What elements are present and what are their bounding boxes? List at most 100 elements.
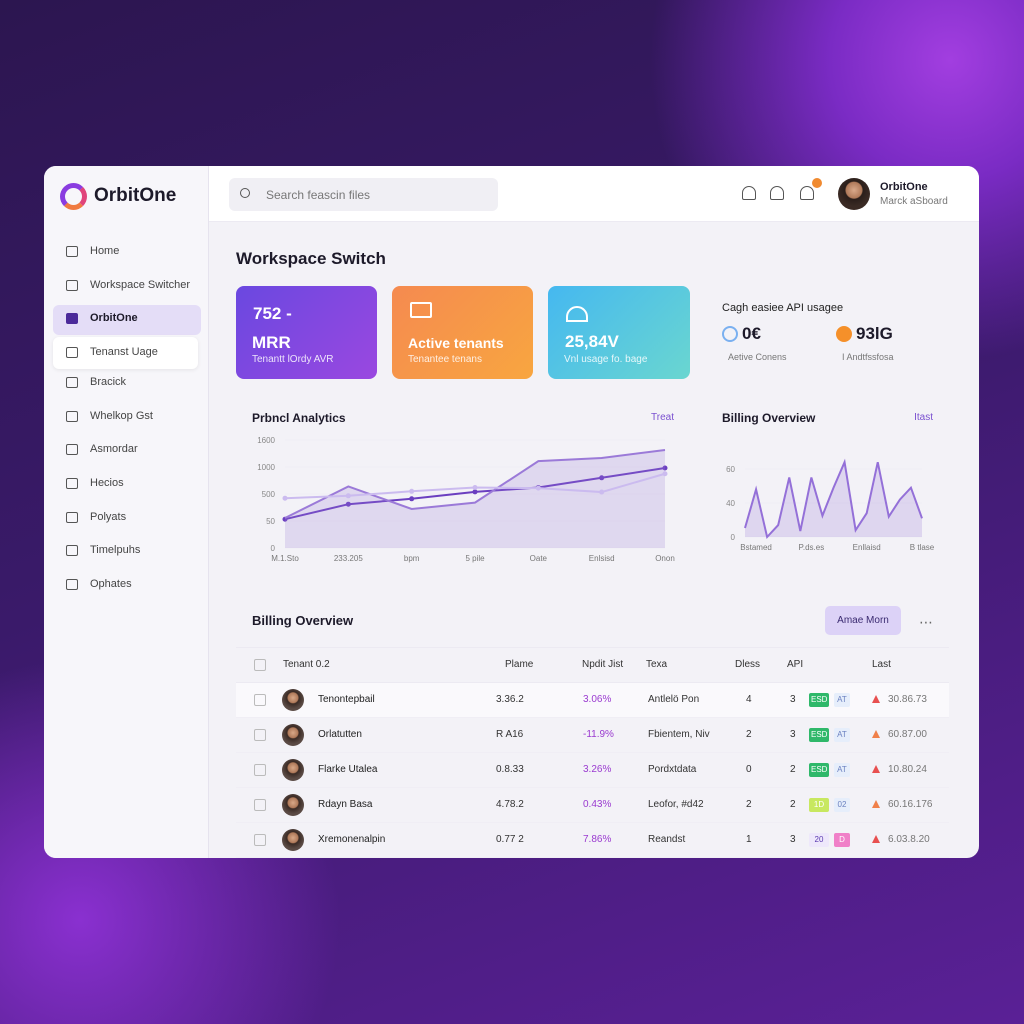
change: 7.86% <box>583 834 612 845</box>
badge: 1D <box>809 798 829 812</box>
table-row[interactable] <box>236 683 949 718</box>
nav-icon <box>66 410 78 422</box>
nav-item[interactable]: Bracick <box>90 375 127 388</box>
nav-icon <box>66 246 78 257</box>
avatar[interactable] <box>838 178 870 210</box>
api: 3 <box>790 729 796 740</box>
avatar <box>282 829 304 851</box>
nav-item[interactable]: Polyats <box>90 510 127 523</box>
metric-icon <box>722 326 738 342</box>
nav-item[interactable]: Whelkop Gst <box>90 409 153 422</box>
nav-icon <box>66 511 78 523</box>
api: 3 <box>790 694 796 705</box>
chart-link[interactable]: Itast <box>914 412 933 423</box>
chart-link[interactable]: Treat <box>651 412 674 423</box>
search-box[interactable] <box>229 178 498 211</box>
badge: ESD <box>809 763 830 777</box>
plan: 3.36.2 <box>496 694 524 705</box>
user-role: Marck aSboard <box>880 196 948 207</box>
nav-item[interactable]: Timelpuhs <box>90 544 141 557</box>
nav-item[interactable]: Workspace Switcher <box>90 278 191 291</box>
button[interactable] <box>825 606 901 635</box>
column-header: Tenant 0.2 <box>283 659 330 670</box>
nav-icon <box>66 376 78 388</box>
dless: 2 <box>746 729 752 740</box>
dless: 4 <box>746 694 752 705</box>
dless: 1 <box>746 834 752 845</box>
api: 2 <box>790 764 796 775</box>
plan: 4.78.2 <box>496 799 524 810</box>
kpi-value: 25,84V <box>565 332 619 351</box>
api: 2 <box>790 799 796 810</box>
last: 60.16.176 <box>888 799 933 810</box>
badge: ESD <box>809 728 830 742</box>
checkbox[interactable] <box>254 729 266 741</box>
trend-icon <box>872 800 880 808</box>
plan: 0.77 2 <box>496 834 524 845</box>
nav-item[interactable]: OrbitOne <box>90 312 138 325</box>
table-row[interactable] <box>236 823 949 858</box>
table-row[interactable] <box>236 753 949 788</box>
kpi-card[interactable] <box>548 286 690 379</box>
checkbox[interactable] <box>254 799 266 811</box>
chart-title: Prbncl Analytics <box>252 411 346 425</box>
api-title: Cagh easiee API usagee <box>722 302 844 314</box>
texa: Reandst <box>648 834 686 845</box>
button-label[interactable]: Amae Morn <box>837 615 889 626</box>
nav-icon <box>66 279 78 291</box>
trend-icon <box>872 695 880 703</box>
topbar-icon[interactable] <box>770 186 784 200</box>
avatar <box>282 759 304 781</box>
tenant-name: Flarke Utalea <box>318 764 378 775</box>
trend-icon <box>872 730 880 738</box>
badge: 02 <box>834 798 850 812</box>
nav-item[interactable]: Asmordar <box>90 443 138 456</box>
kpi-card[interactable] <box>392 286 533 379</box>
nav-icon <box>66 579 78 590</box>
last: 30.86.73 <box>888 694 927 705</box>
table-row[interactable] <box>236 788 949 823</box>
column-header: Plame <box>505 659 534 670</box>
more-menu[interactable]: ⋯ <box>919 614 934 630</box>
topbar-icon[interactable] <box>742 186 756 200</box>
change: 0.43% <box>583 799 612 810</box>
api: 3 <box>790 834 796 845</box>
badge: ESD <box>809 693 830 707</box>
search-icon <box>240 188 250 198</box>
metric-label: Aetive Conens <box>728 352 787 362</box>
table-row[interactable] <box>236 718 949 753</box>
brand-name: OrbitOne <box>94 185 177 206</box>
nav-item[interactable]: Ophates <box>90 578 132 590</box>
nav-item[interactable]: Home <box>90 245 120 257</box>
metric-value: 93lG <box>856 324 893 343</box>
badge: AT <box>834 693 850 707</box>
dless: 0 <box>746 764 752 775</box>
tenant-name: Rdayn Basa <box>318 799 373 810</box>
texa: Antlelö Pon <box>648 694 700 705</box>
kpi-sub: Tenantt lOrdy AVR <box>252 354 334 365</box>
column-header: API <box>787 659 804 670</box>
change: 3.06% <box>583 694 612 705</box>
metric-value: 0€ <box>742 324 761 343</box>
checkbox[interactable] <box>254 764 266 776</box>
badge: AT <box>834 728 850 742</box>
kpi-sub: Tenantee tenans <box>408 354 482 365</box>
nav-icon <box>66 347 78 359</box>
nav-item[interactable]: Hecios <box>90 476 124 489</box>
topbar-icon[interactable] <box>800 186 814 200</box>
checkbox[interactable] <box>254 694 266 706</box>
texa: Pordxtdata <box>648 764 697 775</box>
badge: D <box>834 833 850 847</box>
notification-badge <box>812 178 822 188</box>
kpi-card[interactable] <box>236 286 377 379</box>
badge: AT <box>834 763 850 777</box>
avatar <box>282 689 304 711</box>
nav-icon <box>66 444 78 456</box>
checkbox[interactable] <box>254 834 266 846</box>
kpi-icon <box>566 306 588 322</box>
nav-icon <box>66 313 78 325</box>
tenant-name: Tenontepbail <box>318 694 375 705</box>
checkbox[interactable] <box>254 659 266 671</box>
trend-icon <box>872 765 880 773</box>
nav-item[interactable]: Tenanst Uage <box>90 346 158 359</box>
